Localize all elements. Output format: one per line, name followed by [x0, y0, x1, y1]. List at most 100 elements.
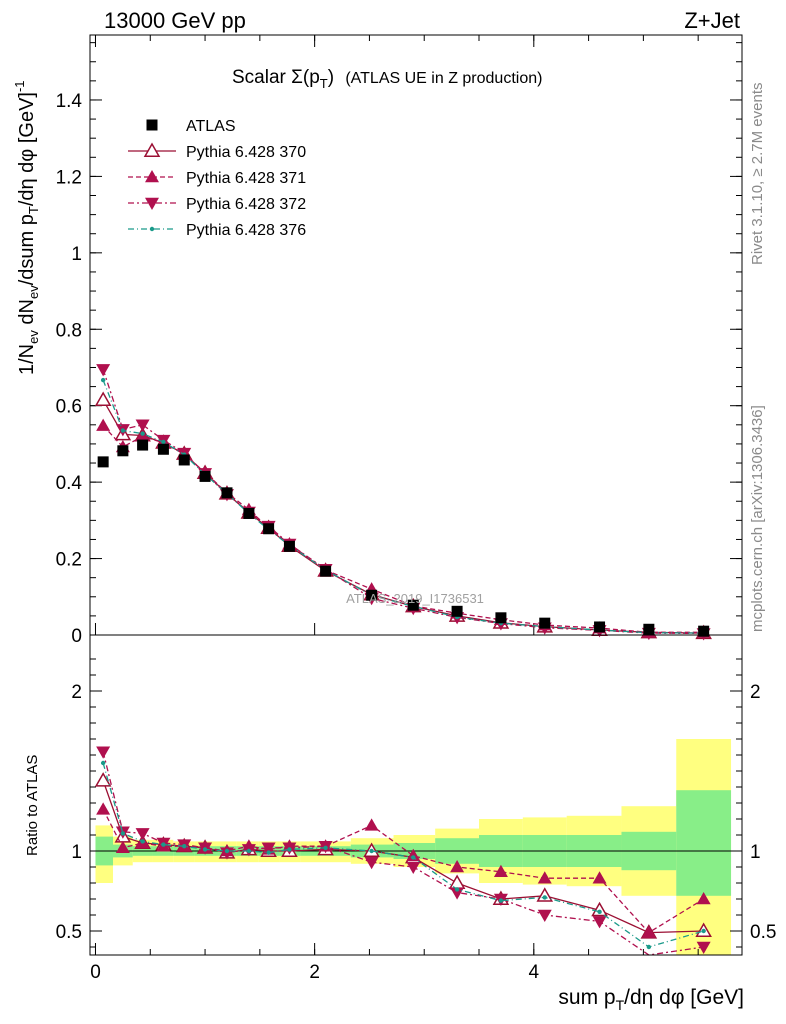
main-series-point [94, 391, 112, 406]
ratio-series-point [696, 892, 711, 905]
y-tick-label-main: 1.2 [56, 167, 82, 188]
ratio-series-point [641, 925, 656, 938]
ratio-series-point [454, 887, 460, 892]
plot-title-close: ) [328, 67, 334, 88]
legend-marker [146, 119, 158, 131]
ratio-series-point [369, 848, 374, 854]
ratio-series-point [140, 839, 145, 844]
y-axis-label-main: 1/Nev dNev/dsum pT/dη dφ [GeV]-1 [12, 80, 41, 375]
atlas-data-point [495, 612, 507, 624]
legend-marker [145, 197, 159, 210]
y-axis-label-ratio: Ratio to ATLAS [24, 755, 41, 856]
ratio-series-point [537, 871, 552, 884]
ratio-series-point [536, 887, 554, 902]
ratio-series-point [96, 746, 111, 759]
y-tick-label-ratio-right: 1 [750, 842, 761, 863]
ratio-series-point [498, 898, 504, 903]
axes-ticks: 0 0.2 0.4 0.6 0.8 1 1.2 1.4 0.5 0.5 1 1 2 2 0 2 4 [56, 35, 776, 983]
plot-title-main: Scalar Σ(p [232, 67, 320, 88]
ratio-series-point [592, 916, 607, 929]
atlas-data-point [320, 565, 332, 577]
atlas-data-point [137, 439, 149, 451]
ratio-series-point [364, 818, 379, 831]
ratio-series-point [592, 871, 607, 884]
ratio-series-point [450, 860, 465, 873]
main-series-point [161, 439, 166, 445]
y-tick-label-main: 0.4 [56, 473, 83, 494]
ratio-series-point [537, 909, 552, 922]
ratio-frame [89, 634, 743, 956]
ratio-series-point [246, 848, 252, 854]
atlas-data-point [366, 589, 378, 601]
header-left: 13000 GeV pp [104, 8, 246, 33]
legend-marker [145, 170, 159, 183]
x-tick-label: 2 [309, 962, 320, 983]
ratio-series-point [364, 856, 379, 870]
header-right: Z+Jet [684, 8, 740, 33]
rivet-label: Rivet 3.1.10, ≥ 2.7M events [749, 83, 766, 266]
legend-marker [149, 226, 155, 232]
ratio-series-point [542, 895, 547, 900]
analysis-watermark: ATLAS_2019_I1736531 [346, 591, 484, 606]
ratio-series-point [406, 848, 421, 862]
atlas-data-point [283, 540, 295, 552]
ratio-series-point [202, 847, 208, 852]
plot-title: Scalar Σ(pT) (ATLAS UE in Z production) [232, 67, 542, 91]
ratio-series-point [493, 864, 508, 878]
ratio-series-point [224, 848, 230, 854]
main-series-point [140, 431, 145, 436]
ratio-series-point [94, 772, 112, 787]
atlas-data-point [243, 507, 255, 519]
mcplots-label: mcplots.cern.ch [arXiv:1306.3436] [749, 405, 766, 632]
main-series-point [100, 377, 106, 383]
atlas-data-point [178, 454, 190, 466]
legend-label: ATLAS [186, 118, 236, 135]
legend-label: Pythia 6.428 376 [186, 222, 306, 239]
ratio-series-point [450, 887, 465, 900]
ratio-series-point [96, 802, 111, 815]
atlas-data-point [199, 470, 211, 482]
legend-label: Pythia 6.428 371 [186, 170, 306, 187]
ratio-series-point [448, 874, 466, 889]
atlas-data-point [157, 443, 169, 455]
ratio-series-point [701, 928, 706, 934]
atlas-data-point [451, 605, 463, 617]
y-tick-label-main: 0 [71, 626, 82, 647]
atlas-data-point [594, 621, 606, 633]
atlas-data-point [97, 456, 109, 468]
plot-title-rest: (ATLAS UE in Z production) [345, 70, 542, 87]
atlas-data-point [263, 523, 275, 535]
ratio-series-point [135, 828, 150, 841]
main-series-point [120, 428, 126, 433]
ratio-series-point [323, 845, 328, 850]
ratio-series-point [100, 760, 106, 766]
atlas-data-point [117, 445, 129, 457]
ratio-series-point [406, 861, 421, 874]
x-tick-label: 4 [529, 962, 540, 983]
y-tick-label-main: 0.6 [56, 397, 82, 418]
y-tick-label-ratio: 0.5 [56, 922, 82, 943]
atlas-data-point [643, 623, 655, 635]
atlas-data-point [539, 617, 551, 629]
y-tick-label-ratio-right: 0.5 [750, 922, 776, 943]
atlas-data-point [407, 599, 419, 611]
ratio-series-point [182, 844, 187, 849]
ratio-series [94, 746, 712, 956]
legend-label: Pythia 6.428 370 [186, 144, 306, 161]
ratio-band-inner [676, 790, 732, 896]
ratio-series-point [120, 831, 126, 836]
atlas-data-point [221, 487, 233, 499]
y-tick-label-main: 1 [71, 244, 82, 265]
y-tick-label-main: 1.4 [56, 91, 83, 112]
x-axis-label: sum pT/dη dφ [GeV] [558, 986, 744, 1013]
y-tick-label-ratio: 1 [71, 842, 82, 863]
main-series-point [96, 418, 111, 431]
ratio-series-point [261, 842, 276, 855]
main-series-point [135, 419, 150, 432]
ratio-series-point [115, 840, 130, 854]
ratio-series-point [696, 941, 711, 954]
legend: ATLAS Pythia 6.428 370 Pythia 6.428 371 Pyt… [128, 118, 306, 239]
x-tick-label: 0 [90, 962, 101, 983]
ratio-series-point [411, 855, 416, 860]
